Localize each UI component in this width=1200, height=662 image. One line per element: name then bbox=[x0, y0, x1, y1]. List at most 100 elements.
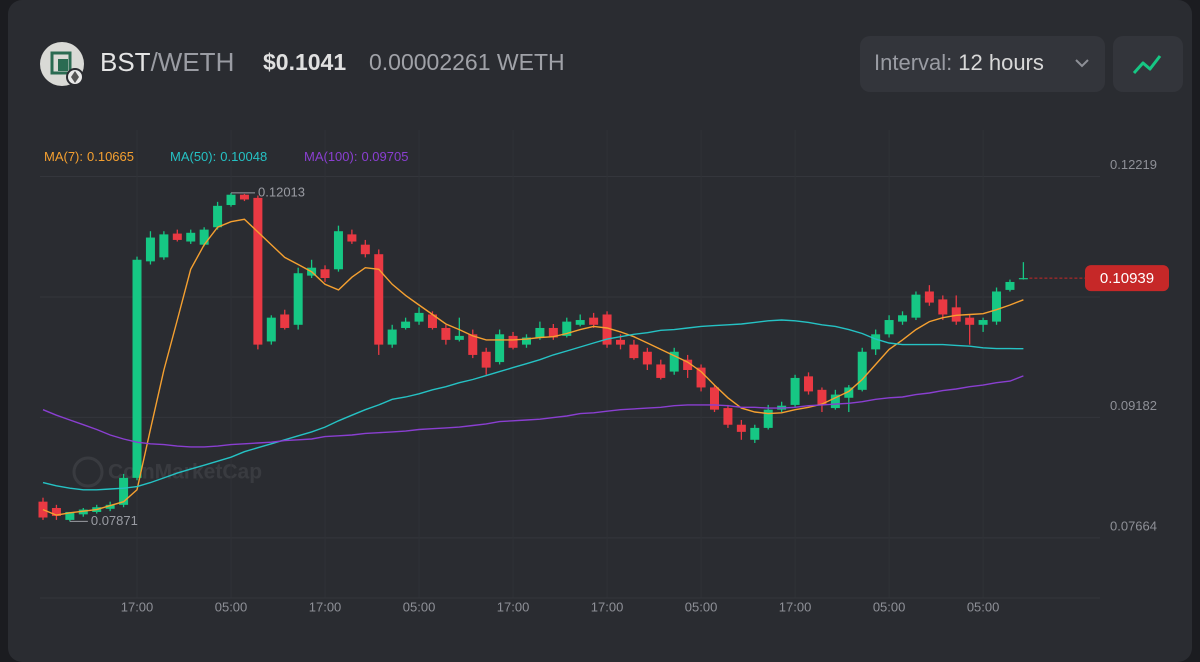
candle-body bbox=[333, 231, 343, 270]
candle-body bbox=[683, 359, 693, 370]
ma-line bbox=[42, 375, 1024, 448]
x-tick-label: 17:00 bbox=[497, 599, 530, 614]
candle-body bbox=[992, 291, 1002, 322]
candle-body bbox=[938, 299, 948, 315]
last-price-box bbox=[1085, 265, 1169, 292]
candle-body bbox=[427, 314, 437, 328]
high-label: 0.12013 bbox=[258, 184, 305, 199]
candle-body bbox=[965, 317, 975, 325]
candle-body bbox=[924, 291, 934, 303]
candle-body bbox=[239, 194, 249, 200]
candle-body bbox=[454, 335, 464, 340]
pair: BST/WETH bbox=[100, 47, 234, 77]
candle-body bbox=[548, 327, 558, 338]
candle-body bbox=[669, 351, 679, 372]
candle-body bbox=[575, 320, 585, 325]
candle-body bbox=[495, 334, 505, 363]
legend-entry: MA(50): 0.10048 bbox=[170, 149, 267, 164]
candle-body bbox=[78, 509, 88, 515]
candle-body bbox=[723, 408, 733, 425]
ma-line bbox=[42, 319, 1024, 491]
candle-body bbox=[1005, 281, 1015, 290]
candle-body bbox=[710, 387, 719, 410]
interval-dropdown[interactable]: Interval: 12 hours bbox=[860, 36, 1105, 92]
x-tick-label: 05:00 bbox=[967, 599, 1000, 614]
candle-body bbox=[401, 321, 411, 328]
candle-body bbox=[804, 376, 814, 392]
interval[interactable]: Interval: 12 hours bbox=[874, 50, 1044, 75]
candle-body bbox=[414, 312, 424, 322]
x-tick-label: 17:00 bbox=[121, 599, 154, 614]
legend-value: 0.10048 bbox=[220, 149, 267, 164]
candle-body bbox=[521, 337, 531, 345]
candle-body bbox=[293, 273, 303, 325]
legend-value: 0.09705 bbox=[361, 149, 408, 164]
x-tick-label: 05:00 bbox=[873, 599, 906, 614]
watermark: CoinMarketCap bbox=[72, 456, 262, 488]
candle-body bbox=[360, 244, 370, 255]
candle-body bbox=[602, 314, 612, 345]
candle-body bbox=[159, 234, 169, 258]
candle-body bbox=[253, 197, 263, 345]
candle-body bbox=[951, 307, 961, 322]
candle-body bbox=[589, 317, 599, 325]
low-label: 0.07871 bbox=[91, 513, 138, 528]
last-price-label: 0.10939 bbox=[1100, 270, 1154, 287]
candle-body bbox=[978, 320, 988, 325]
legend-name: MA(50): bbox=[170, 149, 216, 164]
y-tick-label: 0.12219 bbox=[1110, 157, 1157, 172]
ma-line bbox=[42, 218, 1024, 516]
x-tick-label: 05:00 bbox=[403, 599, 436, 614]
candle-body bbox=[1018, 278, 1028, 280]
candle-body bbox=[857, 351, 867, 390]
pair-base: BST bbox=[100, 47, 151, 77]
candle-body bbox=[266, 317, 276, 342]
interval-label[interactable]: Interval: bbox=[874, 50, 952, 75]
candle-body bbox=[508, 335, 518, 348]
watermark-text: CoinMarketCap bbox=[108, 461, 262, 484]
panel bbox=[8, 0, 1192, 662]
legend-name: MA(100): bbox=[304, 149, 357, 164]
x-tick-label: 17:00 bbox=[779, 599, 812, 614]
candle-body bbox=[898, 315, 908, 322]
candle-body bbox=[441, 327, 451, 340]
candle-body bbox=[51, 508, 61, 516]
candle-body bbox=[629, 344, 639, 359]
x-tick-label: 17:00 bbox=[309, 599, 342, 614]
y-tick-label: 0.09182 bbox=[1110, 398, 1157, 413]
candle-body bbox=[145, 237, 155, 262]
price-weth: 0.00002261 WETH bbox=[369, 49, 565, 75]
candle-body bbox=[642, 351, 652, 365]
candle-body bbox=[911, 294, 921, 318]
candle-body bbox=[790, 377, 800, 405]
candle-body bbox=[817, 389, 827, 405]
candle-body bbox=[871, 334, 881, 350]
candle-body bbox=[347, 234, 357, 242]
candle-body bbox=[696, 367, 706, 388]
price-usd: $0.1041 bbox=[263, 49, 346, 75]
interval-value[interactable]: 12 hours bbox=[958, 50, 1044, 75]
candle-body bbox=[199, 229, 209, 245]
candle-body bbox=[736, 424, 746, 432]
candle-body bbox=[763, 409, 773, 428]
candle-body bbox=[468, 334, 478, 355]
candle-body bbox=[374, 254, 384, 345]
candle-body bbox=[615, 339, 625, 345]
candle-body bbox=[562, 321, 572, 336]
candle-body bbox=[65, 511, 75, 520]
x-tick-label: 05:00 bbox=[215, 599, 248, 614]
legend-name: MA(7): bbox=[44, 149, 83, 164]
chart-type-button[interactable] bbox=[1113, 36, 1183, 92]
candle-body bbox=[844, 387, 854, 398]
legend-entry: MA(7): 0.10665 bbox=[44, 149, 134, 164]
candle-body bbox=[186, 232, 196, 242]
candle-body bbox=[320, 269, 330, 278]
candle-body bbox=[656, 364, 666, 378]
candle-body bbox=[830, 394, 840, 409]
candle-body bbox=[750, 427, 760, 440]
candle-body bbox=[213, 205, 223, 228]
candle-body bbox=[119, 477, 129, 505]
x-tick-label: 17:00 bbox=[591, 599, 624, 614]
